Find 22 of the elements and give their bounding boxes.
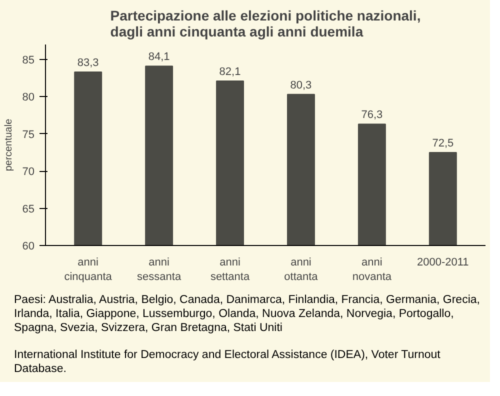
data-label: 84,1 [148, 51, 170, 64]
y-tick-label: 60 [22, 240, 35, 252]
data-label: 83,3 [77, 57, 99, 70]
x-tick-label: anni settanta [210, 256, 250, 283]
x-tick-label: anni novanta [352, 256, 392, 283]
x-tick-label: 2000-2011 [417, 256, 469, 268]
data-label: 82,1 [219, 66, 241, 78]
x-tick-label: anni sessanta [137, 256, 182, 283]
data-label: 76,3 [361, 109, 383, 122]
data-label: 80,3 [290, 79, 312, 92]
text: Paesi: Australia, Austria, Belgio, Canada, Danimarca, Finlandia, Francia, Germania, Grecia, Irlanda, Italia, Giappone, Lussemburgo, Olanda, Nuova Zelanda, Norvegia, Portogallo, Spagna, Svezia, Svizzera, Gran Bretagna, Stati Uniti [14, 294, 484, 336]
y-axis-title: percentuale [3, 118, 14, 172]
y-tick-label: 80 [22, 92, 35, 104]
text: International Institute for Democracy and Electoral Assistance (IDEA), Voter Turnout Database. [14, 349, 484, 377]
x-tick-label: anni cinquanta [64, 256, 113, 283]
y-tick-label: 75 [22, 128, 35, 141]
x-tick-label: anni ottanta [284, 256, 319, 283]
chart-title: Partecipazione alle elezioni politiche nazionali, dagli anni cinquanta agli anni duemila [110, 8, 421, 40]
data-label: 72,5 [432, 137, 454, 150]
y-tick-label: 70 [22, 166, 35, 178]
y-tick-label: 65 [22, 203, 35, 216]
y-tick-label: 85 [22, 54, 35, 66]
